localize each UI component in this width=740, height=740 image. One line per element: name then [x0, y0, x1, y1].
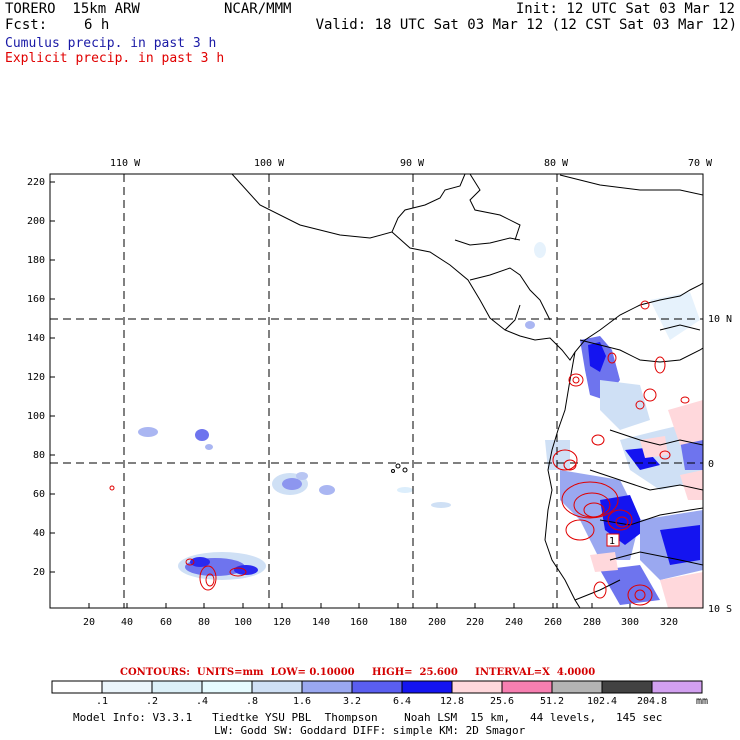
- colorbar-swatch: [251, 680, 303, 694]
- lon-label: 90 W: [400, 158, 425, 169]
- x-tick: 100: [234, 617, 252, 628]
- x-tick: 300: [621, 617, 639, 628]
- cumulus-precip-areas: [138, 242, 703, 608]
- colorbar-labels: .1 .2 .4 .8 1.6 3.2 6.4 12.8 25.6 51.2 1…: [96, 696, 708, 707]
- colorbar-label: 51.2: [540, 696, 564, 707]
- valid-time: Valid: 18 UTC Sat 03 Mar 12 (12 CST Sat …: [315, 17, 737, 33]
- colorbar-swatch: [51, 680, 103, 694]
- colorbar-swatch: [201, 680, 253, 694]
- colorbar: [51, 680, 703, 694]
- y-tick: 120: [27, 372, 45, 383]
- legend-explicit: Explicit precip. in past 3 h: [5, 51, 225, 66]
- colorbar-swatch: [401, 680, 453, 694]
- lat-label: 0: [708, 459, 714, 470]
- x-tick: 160: [350, 617, 368, 628]
- colorbar-label: 204.8: [637, 696, 667, 707]
- colorbar-label: .1: [96, 696, 108, 707]
- colorbar-label: .4: [196, 696, 208, 707]
- colorbar-swatch: [101, 680, 153, 694]
- model-info-line2: LW: Godd SW: Goddard DIFF: simple KM: 2D…: [214, 724, 526, 737]
- y-tick: 140: [27, 333, 45, 344]
- init-time: Init: 12 UTC Sat 03 Mar 12: [515, 1, 735, 17]
- lat-label: 10 N: [708, 314, 732, 325]
- colorbar-label: 102.4: [587, 696, 617, 707]
- lon-label: 100 W: [254, 158, 285, 169]
- max-marker-label: 1: [609, 536, 615, 547]
- latitude-labels: 10 N 0 10 S: [708, 314, 732, 615]
- x-tick: 260: [544, 617, 562, 628]
- longitude-labels: 110 W 100 W 90 W 80 W 70 W: [110, 158, 713, 169]
- x-tick: 320: [660, 617, 678, 628]
- x-tick: 140: [312, 617, 330, 628]
- colorbar-label: .2: [146, 696, 158, 707]
- x-tick: 240: [505, 617, 523, 628]
- explicit-precip-contours: [109, 300, 690, 606]
- colorbar-swatch: [501, 680, 553, 694]
- x-tick: 200: [428, 617, 446, 628]
- y-tick: 220: [27, 177, 45, 188]
- lon-label: 110 W: [110, 158, 141, 169]
- model-title: TORERO 15km ARW: [5, 1, 140, 17]
- y-tick: 100: [27, 411, 45, 422]
- forecast-label: Fcst:: [5, 17, 48, 33]
- x-tick: 220: [466, 617, 484, 628]
- colorbar-label: 25.6: [490, 696, 514, 707]
- y-tick: 80: [33, 450, 45, 461]
- lat-label: 10 S: [708, 604, 732, 615]
- y-tick-marks: [50, 181, 55, 573]
- colorbar-label: 6.4: [393, 696, 411, 707]
- x-tick: 40: [121, 617, 133, 628]
- y-tick: 200: [27, 216, 45, 227]
- colorbar-swatch: [551, 680, 603, 694]
- x-tick: 120: [273, 617, 291, 628]
- x-tick: 280: [583, 617, 601, 628]
- y-tick: 20: [33, 567, 45, 578]
- colorbar-label: 1.6: [293, 696, 311, 707]
- y-tick: 160: [27, 294, 45, 305]
- y-tick: 180: [27, 255, 45, 266]
- forecast-hour: 6 h: [84, 17, 110, 33]
- colorbar-label: 12.8: [440, 696, 464, 707]
- colorbar-swatch: [601, 680, 653, 694]
- colorbar-swatch: [651, 680, 703, 694]
- colorbar-label: .8: [246, 696, 258, 707]
- lat-lon-grid: [50, 174, 703, 608]
- colorbar-swatch: [451, 680, 503, 694]
- max-marker-box: [606, 533, 620, 547]
- colorbar-swatch: [351, 680, 403, 694]
- colorbar-unit: mm: [696, 696, 708, 707]
- x-axis-ticks: 20 40 60 80 100 120 140 160 180 200 220 …: [83, 617, 678, 628]
- model-info-line1: Model Info: V3.3.1 Tiedtke YSU PBL Thomp…: [73, 711, 663, 724]
- x-tick: 180: [389, 617, 407, 628]
- x-tick-marks: [88, 603, 670, 608]
- x-tick: 20: [83, 617, 95, 628]
- lon-label: 70 W: [688, 158, 713, 169]
- legend-cumulus: Cumulus precip. in past 3 h: [5, 36, 217, 51]
- contour-info: CONTOURS: UNITS=mm LOW= 0.10000 HIGH= 25…: [120, 667, 596, 678]
- colorbar-swatch: [301, 680, 353, 694]
- x-tick: 60: [160, 617, 172, 628]
- y-tick: 60: [33, 489, 45, 500]
- x-tick: 80: [198, 617, 210, 628]
- y-axis-ticks: 220 200 180 160 140 120 100 80 60 40 20: [27, 177, 45, 578]
- organization: NCAR/MMM: [224, 1, 292, 17]
- colorbar-label: 3.2: [343, 696, 361, 707]
- y-tick: 40: [33, 528, 45, 539]
- lon-label: 80 W: [544, 158, 569, 169]
- coastlines: [231, 174, 703, 608]
- map-frame: [49, 173, 704, 609]
- colorbar-swatch: [151, 680, 203, 694]
